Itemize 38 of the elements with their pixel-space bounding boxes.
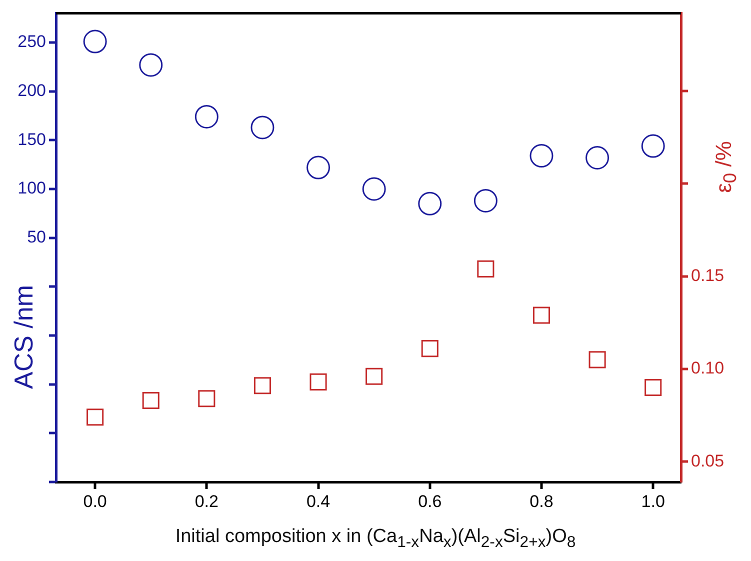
point (83, 30, 107, 54)
x-tick-label: 0.2 (194, 492, 218, 511)
y-tick-label: 150 (18, 130, 46, 149)
y-tick-label: 250 (18, 32, 46, 52)
x-tick-label: 0.8 (530, 492, 554, 511)
y2-tick-label: 0.05 (691, 451, 724, 470)
y-tick-label: 100 (18, 178, 46, 198)
point (588, 351, 606, 368)
point (366, 368, 383, 385)
point (254, 377, 271, 394)
point (477, 260, 494, 278)
point (474, 188, 498, 212)
x-tick-label: 0.4 (306, 492, 330, 511)
point (362, 177, 386, 201)
point (586, 146, 610, 170)
y2-tick-label: 0.15 (691, 266, 724, 286)
text: Initial composition x in (Ca$_{1-x}$Na$_{x}$)(Al$_{2-x}$Si$_{2+x}$)O$_{8}$ (175, 526, 576, 551)
point (644, 378, 662, 396)
y-tick-label: 50 (27, 228, 46, 247)
y-tick-label: 200 (18, 81, 46, 100)
x-tick-label: 0.6 (418, 492, 442, 511)
point (142, 392, 160, 409)
point (86, 408, 104, 426)
y-axis-title: ACS /nm (8, 284, 40, 390)
point (530, 144, 554, 168)
point (250, 116, 274, 140)
point (139, 53, 163, 77)
point (194, 104, 218, 128)
point (310, 373, 327, 390)
point (306, 156, 330, 180)
x-tick-label: 0.0 (83, 492, 107, 511)
point (418, 192, 442, 216)
y2-tick-label: 0.10 (691, 358, 724, 378)
point (421, 340, 438, 358)
point (641, 134, 665, 158)
point (198, 390, 216, 408)
x-tick-label: 1.0 (641, 492, 665, 511)
point (532, 306, 550, 324)
